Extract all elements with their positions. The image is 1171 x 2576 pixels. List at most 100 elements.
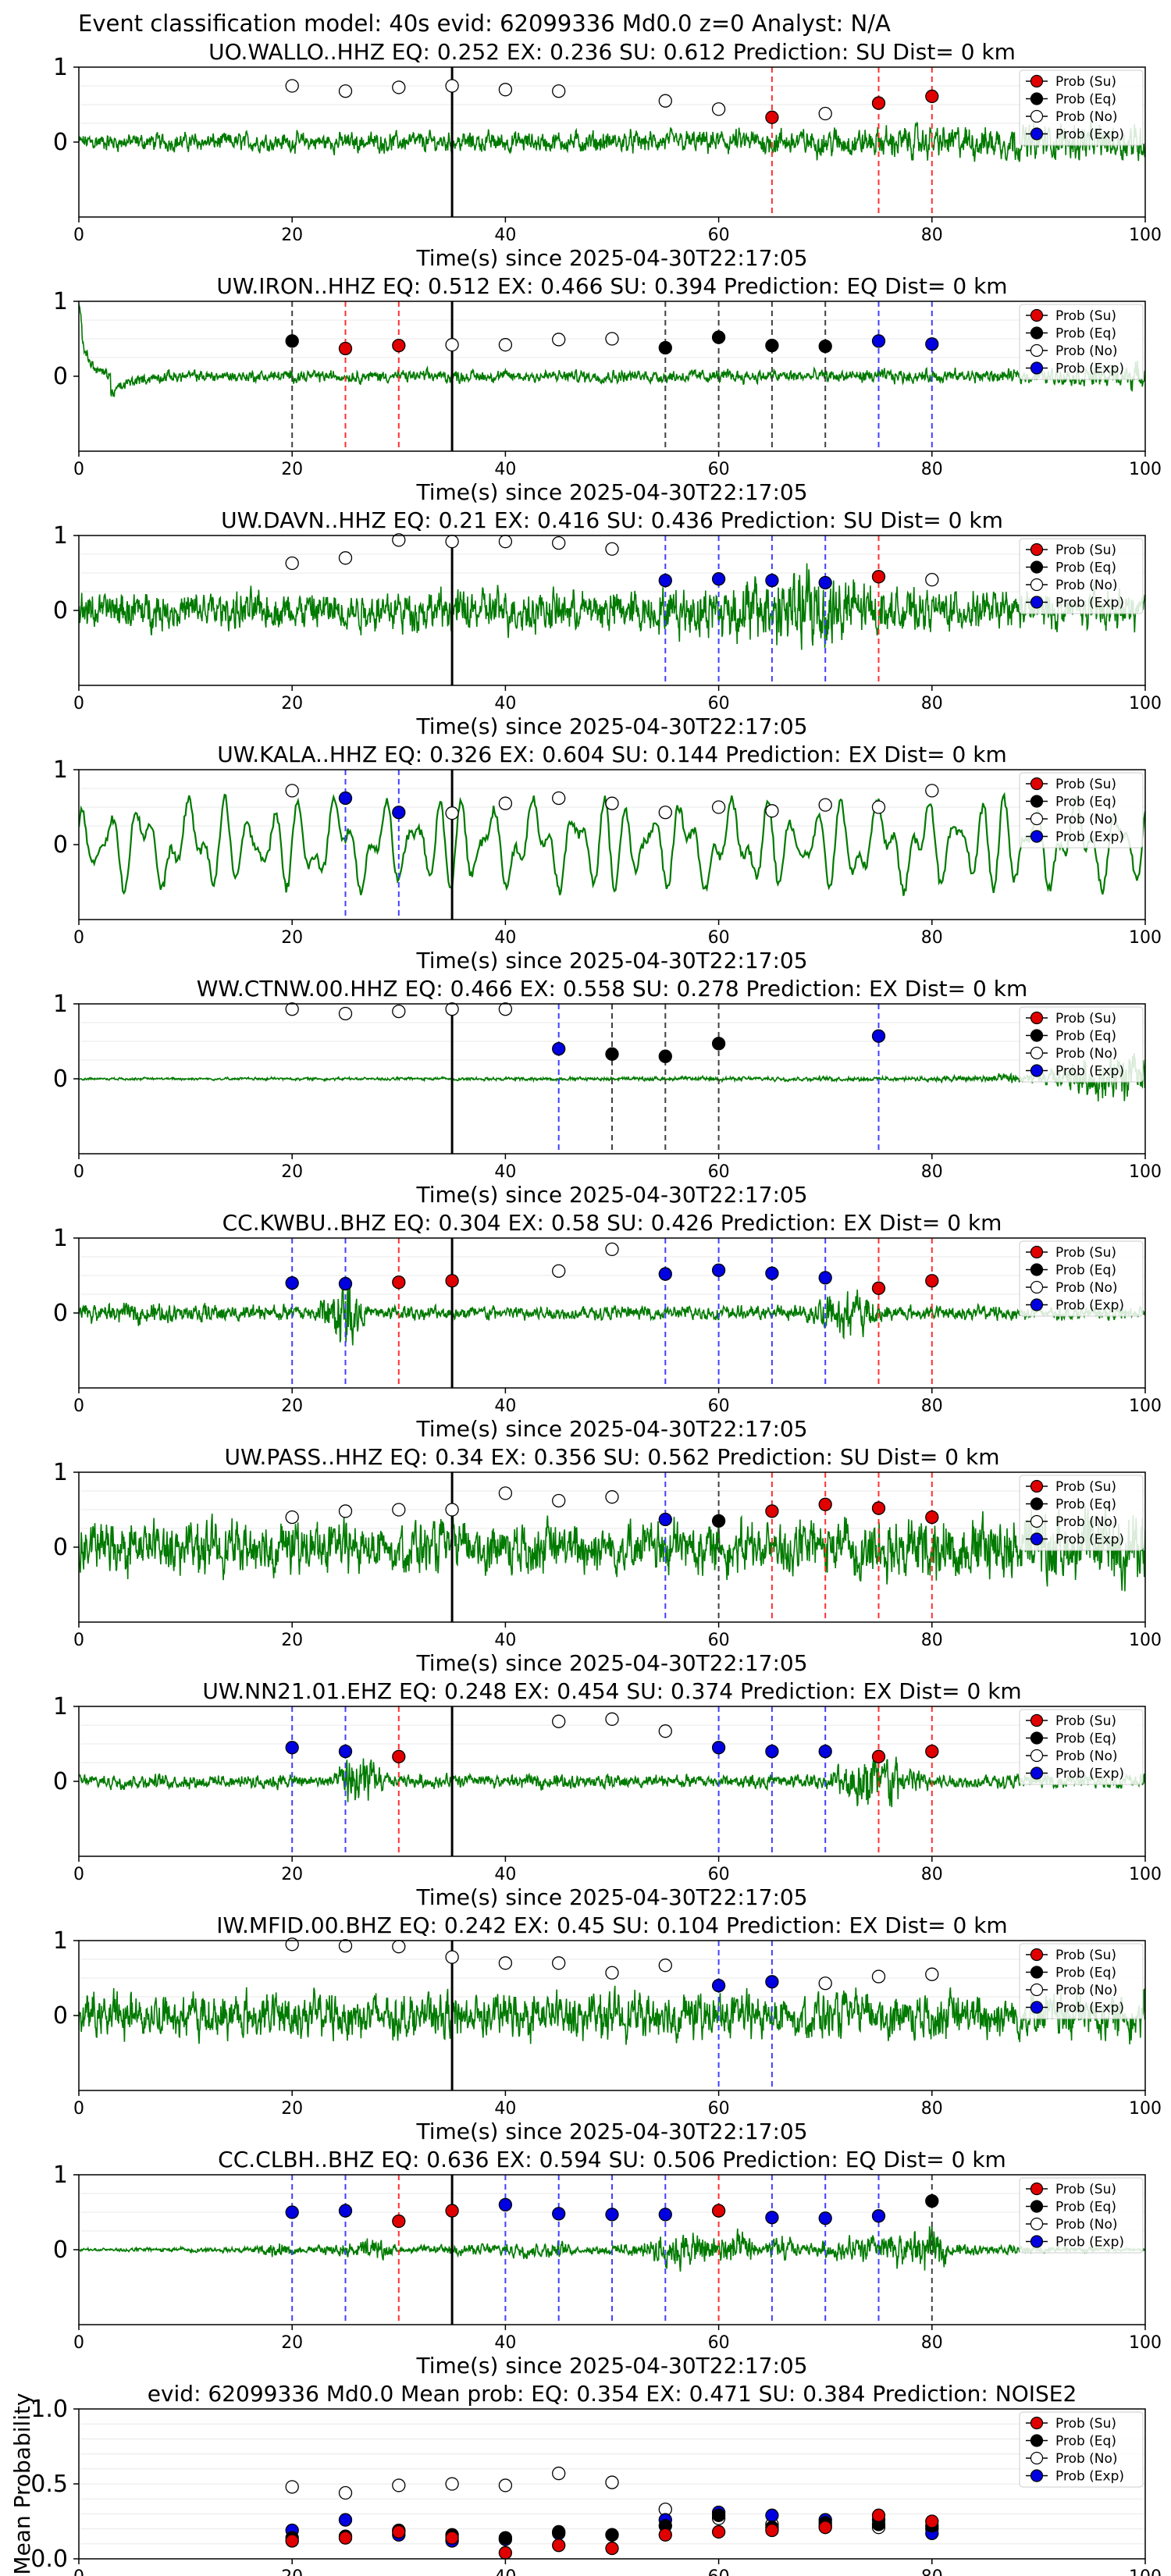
- panel-title: UW.NN21.01.EHZ EQ: 0.248 EX: 0.454 SU: 0…: [202, 1678, 1021, 1704]
- legend-label-eq: Prob (Eq): [1055, 326, 1116, 342]
- marker-su: [925, 89, 939, 104]
- legend-marker-exp: [1030, 1064, 1044, 1077]
- marker-no: [392, 1503, 406, 1517]
- seismic-trace: [79, 1051, 1145, 1101]
- marker-no: [605, 1966, 619, 1980]
- x-tick-label: 20: [281, 694, 303, 713]
- seismic-trace: [79, 118, 1145, 162]
- legend-label-su: Prob (Su): [1055, 1948, 1116, 1963]
- legend-label-no: Prob (No): [1055, 1749, 1118, 1764]
- legend-label-su: Prob (Su): [1055, 308, 1116, 324]
- legend-label-su: Prob (Su): [1055, 543, 1116, 558]
- marker-su: [392, 2214, 406, 2229]
- legend-label-su: Prob (Su): [1055, 74, 1116, 90]
- marker-no: [338, 1939, 353, 1953]
- marker-no: [498, 535, 513, 549]
- legend-label-eq: Prob (Eq): [1055, 1497, 1116, 1513]
- x-tick-label: 100: [1129, 2567, 1162, 2576]
- y-tick-label: 1: [53, 1927, 68, 1955]
- marker-no: [285, 784, 299, 798]
- panel-title: evid: 62099336 Md0.0 Mean prob: EQ: 0.35…: [148, 2381, 1077, 2407]
- marker-eq: [658, 1049, 672, 1063]
- legend-marker-eq: [1030, 92, 1044, 105]
- marker-eq: [552, 2524, 566, 2539]
- panel-2: UW.DAVN..HHZ EQ: 0.21 EX: 0.416 SU: 0.43…: [53, 507, 1162, 739]
- marker-su: [871, 1749, 886, 1763]
- marker-no: [658, 1959, 672, 1973]
- x-tick-label: 80: [921, 2567, 943, 2576]
- marker-exp: [605, 2208, 619, 2222]
- x-axis-label: Time(s) since 2025-04-30T22:17:05: [415, 1182, 807, 1208]
- marker-eq: [498, 2531, 513, 2545]
- legend-label-su: Prob (Su): [1055, 1713, 1116, 1729]
- legend-box: [1019, 2177, 1144, 2254]
- x-tick-label: 80: [921, 1397, 943, 1416]
- x-tick-label: 60: [708, 694, 730, 713]
- marker-no: [552, 1956, 566, 1970]
- legend-marker-eq: [1030, 1966, 1044, 1979]
- x-tick-label: 0: [73, 2567, 84, 2576]
- x-tick-label: 20: [281, 1162, 303, 1182]
- marker-no: [445, 1002, 459, 1016]
- marker-eq: [711, 1514, 726, 1528]
- legend-label-su: Prob (Su): [1055, 1011, 1116, 1026]
- x-tick-label: 0: [73, 928, 84, 948]
- y-tick-label: 0: [53, 363, 68, 390]
- marker-no: [925, 1967, 939, 1981]
- legend-marker-su: [1030, 1245, 1044, 1259]
- legend-box: [1019, 1475, 1144, 1551]
- legend-marker-su: [1030, 2182, 1044, 2196]
- legend-marker-exp: [1030, 2001, 1044, 2014]
- marker-exp: [765, 1266, 779, 1280]
- plot-area: [79, 67, 1145, 217]
- marker-su: [925, 1274, 939, 1288]
- marker-no: [338, 551, 353, 565]
- panel-title: UW.PASS..HHZ EQ: 0.34 EX: 0.356 SU: 0.56…: [225, 1444, 1000, 1470]
- legend-marker-eq: [1030, 560, 1044, 574]
- marker-exp: [818, 1271, 832, 1285]
- marker-no: [871, 1969, 886, 1984]
- panel-title: IW.MFID.00.BHZ EQ: 0.242 EX: 0.45 SU: 0.…: [216, 1912, 1007, 1938]
- y-tick-label: 0: [53, 1768, 68, 1795]
- y-tick-label: 1: [53, 2161, 68, 2189]
- seismic-trace: [79, 1985, 1145, 2045]
- x-tick-label: 40: [494, 1162, 516, 1182]
- x-tick-label: 100: [1129, 694, 1162, 713]
- x-tick-label: 60: [708, 1162, 730, 1182]
- legend-label-exp: Prob (Exp): [1055, 127, 1124, 143]
- legend-box: [1019, 1709, 1144, 1785]
- legend-label-exp: Prob (Exp): [1055, 1767, 1124, 1782]
- marker-su: [445, 2204, 459, 2218]
- marker-exp: [338, 1744, 353, 1759]
- plot-area: [79, 1004, 1145, 1154]
- marker-no: [552, 791, 566, 806]
- marker-no: [711, 800, 726, 814]
- legend-box: [1019, 2411, 1144, 2488]
- y-axis-label: Mean Probability: [9, 2393, 35, 2574]
- y-tick-label: 0: [53, 597, 68, 624]
- y-tick-label: 0: [53, 831, 68, 859]
- legend-label-eq: Prob (Eq): [1055, 795, 1116, 810]
- legend-label-exp: Prob (Exp): [1055, 830, 1124, 845]
- legend-marker-no: [1030, 109, 1044, 123]
- marker-exp: [552, 2207, 566, 2221]
- legend-label-no: Prob (No): [1055, 1983, 1118, 1998]
- panel-9: CC.CLBH..BHZ EQ: 0.636 EX: 0.594 SU: 0.5…: [53, 2147, 1162, 2379]
- plot-area: [79, 1238, 1145, 1388]
- legend-marker-exp: [1030, 2469, 1044, 2482]
- x-tick-label: 60: [708, 460, 730, 479]
- legend-marker-no: [1030, 1983, 1044, 1997]
- marker-su: [445, 1274, 459, 1288]
- marker-no: [285, 1002, 299, 1016]
- marker-eq: [925, 2194, 939, 2208]
- plot-area: [79, 1706, 1145, 1856]
- x-axis-label: Time(s) since 2025-04-30T22:17:05: [415, 245, 807, 271]
- marker-exp: [552, 1041, 566, 1056]
- marker-su: [925, 2514, 939, 2528]
- x-tick-label: 0: [73, 1162, 84, 1182]
- legend-label-exp: Prob (Exp): [1055, 361, 1124, 377]
- x-axis-label: Time(s) since 2025-04-30T22:17:05: [415, 2119, 807, 2144]
- x-axis-label: Time(s) since 2025-04-30T22:17:05: [415, 948, 807, 973]
- legend-marker-eq: [1030, 1029, 1044, 1042]
- marker-no: [445, 1503, 459, 1517]
